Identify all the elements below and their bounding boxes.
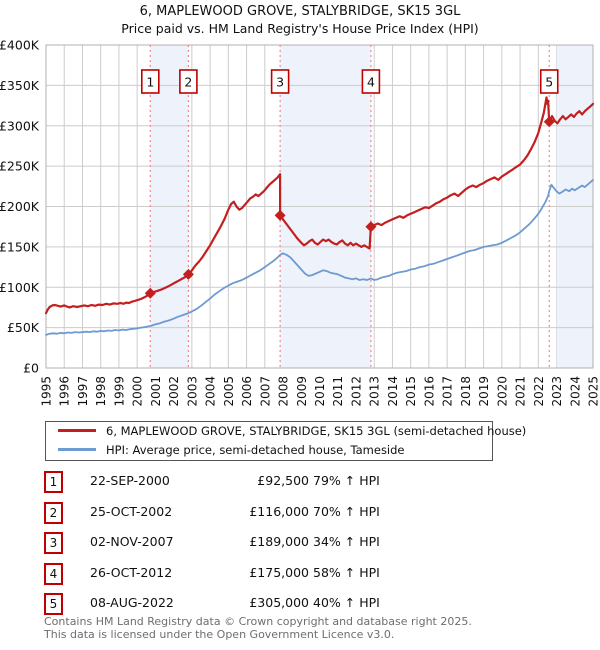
y-axis-label: £0 [23, 361, 39, 376]
x-axis-label: 2015 [404, 376, 418, 407]
x-axis-label: 2017 [441, 376, 455, 407]
sale-number-box [539, 69, 559, 94]
x-axis-label: 2021 [514, 376, 528, 407]
property-price-series [44, 96, 595, 315]
sale-number-box [140, 69, 160, 94]
legend-hpi-label: HPI: Average price, semi-detached house,… [106, 443, 405, 457]
plot-frame [45, 44, 594, 369]
transaction-row: 2 25-OCT-2002 £116,000 70% ↑ HPI [44, 501, 424, 524]
sale-number-box [270, 69, 290, 94]
sale-number: 1 [44, 471, 63, 493]
page-subtitle: Price paid vs. HM Land Registry's House … [121, 21, 479, 36]
x-axis-label: 2023 [550, 376, 564, 407]
x-axis-label: 2010 [313, 376, 327, 407]
x-axis-label: 2000 [131, 376, 145, 407]
x-axis-label: 2012 [349, 376, 363, 407]
footer-copyright: Contains HM Land Registry data © Crown c… [44, 615, 472, 628]
sale-number: 4 [44, 562, 63, 585]
x-axis-label: 2004 [204, 376, 218, 407]
x-axis-label: 2025 [587, 376, 600, 407]
x-axis-label: 2018 [459, 376, 473, 407]
x-axis-label: 2007 [258, 376, 272, 407]
sale-date: 26-OCT-2012 [90, 564, 173, 580]
transaction-row: 1 22-SEP-2000 £92,500 79% ↑ HPI [44, 471, 424, 493]
sale-marker [182, 268, 194, 280]
sale-number: 5 [44, 593, 63, 615]
sale-price: £189,000 [249, 534, 309, 549]
x-axis-label: 1997 [76, 376, 90, 407]
sale-hpi-delta: 34% ↑ HPI [313, 534, 380, 549]
sale-number-label: 3 [276, 75, 284, 90]
sale-date: 02-NOV-2007 [90, 534, 174, 549]
x-axis-label: 2019 [477, 376, 491, 407]
x-axis-label: 2022 [532, 376, 546, 407]
sale-price: £92,500 [257, 473, 309, 488]
sale-date: 08-AUG-2022 [90, 595, 174, 610]
hpi-line-swatch-icon [58, 447, 96, 451]
x-axis-label: 2011 [331, 376, 345, 407]
legend-item-property: 6, MAPLEWOOD GROVE, STALYBRIDGE, SK15 3G… [46, 422, 526, 441]
x-axis-label: 2002 [167, 376, 181, 407]
y-axis-label: £350K [0, 78, 40, 93]
sale-marker [543, 116, 555, 128]
hpi-series [45, 179, 594, 336]
x-axis-label: 2024 [568, 376, 582, 407]
sale-marker [144, 287, 156, 299]
y-axis-label: £100K [0, 280, 40, 295]
sale-price: £305,000 [249, 595, 309, 610]
x-axis-label: 2005 [222, 376, 236, 407]
sale-price: £175,000 [249, 564, 309, 580]
sale-hpi-delta: 79% ↑ HPI [313, 473, 380, 488]
sale-marker [274, 209, 286, 221]
sale-number: 2 [44, 501, 63, 524]
footer-licence: This data is licensed under the Open Gov… [44, 628, 395, 641]
x-axis-label: 2016 [422, 376, 436, 407]
y-axis-label: £50K [7, 320, 40, 335]
x-axis-label: 1996 [58, 376, 72, 407]
x-axis-label: 2008 [277, 376, 291, 407]
x-axis-label: 2014 [386, 376, 400, 407]
price-history-chart: 1 2 3 4 5 £0 £50K £100K £150K £200K £250K £300K £350… [0, 38, 600, 407]
x-axis-label: 1999 [112, 376, 126, 407]
sale-number-box [179, 69, 198, 94]
sale-number-label: 2 [184, 75, 192, 90]
y-axis-label: £200K [0, 199, 40, 214]
x-axis-label: 1995 [40, 376, 54, 407]
legend-item-hpi: HPI: Average price, semi-detached house,… [46, 441, 492, 460]
x-axis-label: 2003 [185, 376, 199, 407]
y-axis-label: £400K [0, 38, 40, 53]
x-axis-label: 2006 [240, 376, 254, 407]
y-axis-label: £250K [0, 159, 40, 174]
y-axis-label: £300K [0, 118, 40, 133]
transaction-row: 3 02-NOV-2007 £189,000 34% ↑ HPI [44, 532, 424, 554]
x-axis-label: 2013 [368, 376, 382, 407]
y-axis-label: £150K [0, 239, 40, 254]
legend-property-label: 6, MAPLEWOOD GROVE, STALYBRIDGE, SK15 3G… [106, 424, 527, 438]
property-line-swatch-icon [58, 428, 96, 432]
sale-hpi-delta: 58% ↑ HPI [313, 564, 380, 580]
transaction-row: 5 08-AUG-2022 £305,000 40% ↑ HPI [44, 593, 424, 615]
chart-legend: 6, MAPLEWOOD GROVE, STALYBRIDGE, SK15 3G… [45, 421, 526, 461]
sale-number-box [361, 69, 381, 94]
transaction-row: 4 26-OCT-2012 £175,000 58% ↑ HPI [44, 562, 424, 585]
sale-number-label: 5 [545, 75, 553, 90]
sale-date: 25-OCT-2002 [90, 503, 173, 519]
sale-number: 3 [44, 532, 63, 554]
sale-marker [365, 221, 377, 233]
sale-hpi-delta: 70% ↑ HPI [313, 503, 380, 519]
sale-hpi-delta: 40% ↑ HPI [313, 595, 380, 610]
sale-number-label: 1 [146, 75, 154, 90]
page-title: 6, MAPLEWOOD GROVE, STALYBRIDGE, SK15 3G… [139, 4, 461, 19]
sale-number-label: 4 [367, 75, 375, 90]
sale-price: £116,000 [249, 503, 309, 519]
x-axis-label: 2001 [149, 376, 163, 407]
sale-date: 22-SEP-2000 [90, 473, 170, 488]
x-axis-label: 2009 [295, 376, 309, 407]
x-axis-label: 2020 [495, 376, 509, 407]
x-axis-label: 1998 [94, 376, 108, 407]
